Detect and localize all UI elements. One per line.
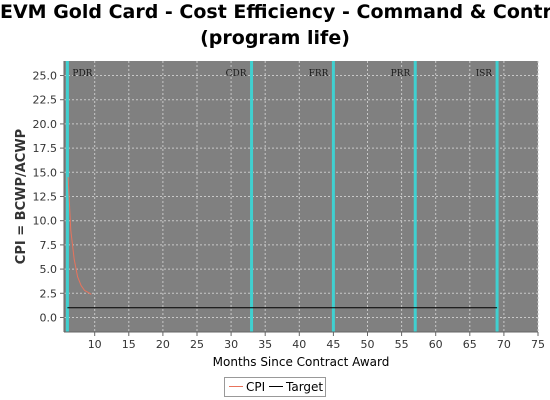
- y-tick-label: 25.0: [33, 70, 58, 83]
- legend-label-target: Target: [286, 380, 324, 394]
- legend: CPI Target: [224, 377, 326, 397]
- x-tick-label: 50: [360, 338, 374, 351]
- chart-title-line1: EVM Gold Card - Cost Efficiency - Comman…: [0, 1, 550, 23]
- x-tick-label: 30: [224, 338, 238, 351]
- x-tick-label: 60: [429, 338, 443, 351]
- y-tick-label: 22.5: [33, 94, 58, 107]
- legend-swatch-cpi: [229, 386, 243, 387]
- milestone-label-frr: FRR: [309, 69, 329, 79]
- series-line-cpi: [67, 177, 92, 295]
- y-tick-label: 17.5: [33, 142, 58, 155]
- legend-item-target: Target: [269, 380, 323, 394]
- x-tick-label: 75: [531, 338, 545, 351]
- x-tick-label: 15: [122, 338, 136, 351]
- legend-item-cpi: CPI: [229, 380, 265, 394]
- x-tick-label: 65: [463, 338, 477, 351]
- y-tick-label: 20.0: [33, 118, 58, 131]
- axes: 10 15 20 25 30 35 40 45 50 55 60 65 70 75 0.0 2.5 5.0 7.5…: [33, 61, 545, 351]
- y-axis-label: CPI = BCWP/ACWP: [14, 129, 29, 264]
- y-tick-label: 2.5: [40, 287, 58, 300]
- x-tick-label: 70: [497, 338, 511, 351]
- milestone-label-isr: ISR: [476, 69, 493, 79]
- y-tick-label: 12.5: [33, 191, 58, 204]
- series-lines: [67, 177, 498, 309]
- legend-label-cpi: CPI: [246, 380, 266, 394]
- x-tick-label: 45: [326, 338, 340, 351]
- x-tick-label: 35: [258, 338, 272, 351]
- milestones: PDR CDR FRR PRR ISR: [65, 61, 499, 332]
- legend-swatch-target: [269, 386, 283, 387]
- milestone-label-pdr: PDR: [72, 69, 92, 79]
- y-tick-label: 7.5: [40, 239, 58, 252]
- y-tick-label: 5.0: [40, 263, 58, 276]
- milestone-label-prr: PRR: [391, 69, 411, 79]
- y-tick-label: 0.0: [40, 311, 58, 324]
- chart-title-line2: (program life): [200, 27, 350, 49]
- y-tick-label: 10.0: [33, 215, 58, 228]
- x-tick-label: 10: [88, 338, 102, 351]
- x-tick-label: 20: [156, 338, 170, 351]
- x-tick-label: 40: [292, 338, 306, 351]
- x-tick-label: 25: [190, 338, 204, 351]
- x-tick-label: 55: [395, 338, 409, 351]
- x-axis-label: Months Since Contract Award: [213, 355, 390, 369]
- milestone-label-cdr: CDR: [226, 69, 247, 79]
- y-tick-label: 15.0: [33, 166, 58, 179]
